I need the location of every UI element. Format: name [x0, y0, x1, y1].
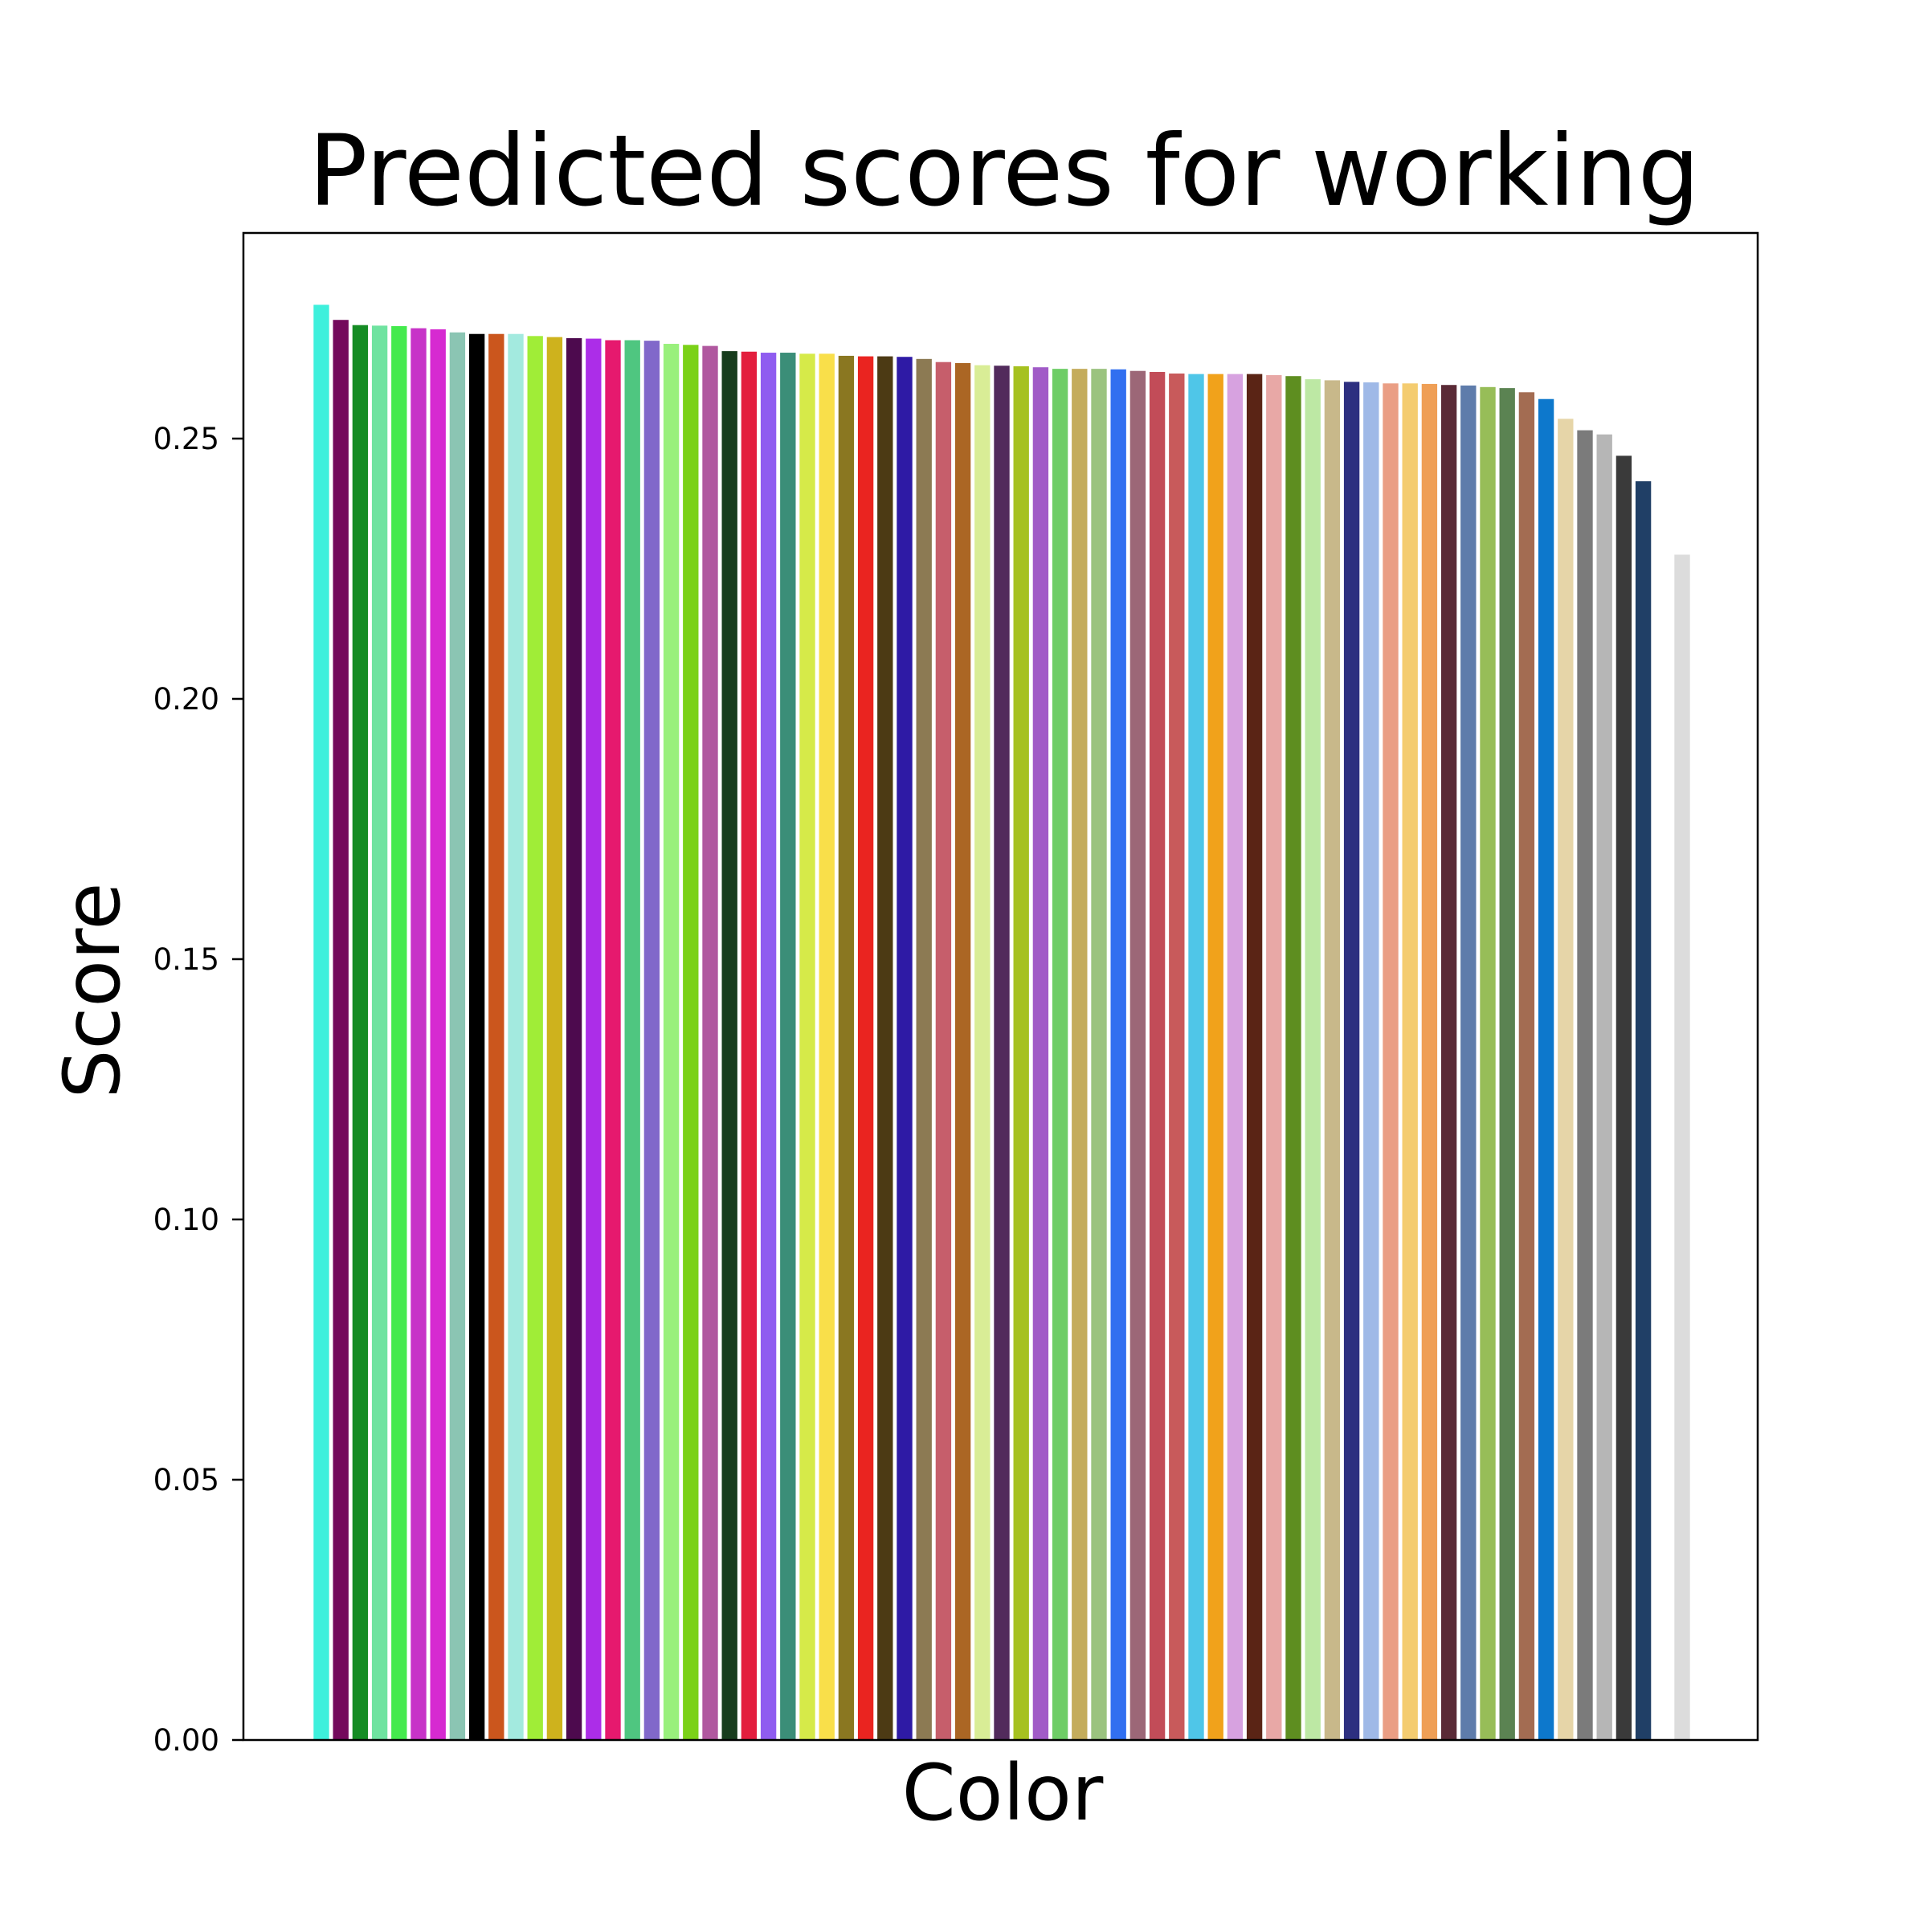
- y-tick-label: 0.00: [153, 1723, 219, 1758]
- bar: [643, 341, 660, 1740]
- bar: [1538, 398, 1554, 1741]
- bar: [1032, 367, 1049, 1741]
- bar: [935, 361, 952, 1741]
- bar: [411, 328, 427, 1741]
- bar: [1246, 374, 1263, 1740]
- bar: [1480, 386, 1496, 1740]
- bar: [1149, 372, 1166, 1740]
- bar: [1052, 369, 1068, 1740]
- bar: [877, 356, 893, 1741]
- bar: [586, 338, 602, 1740]
- bar: [897, 357, 913, 1741]
- bars-layer: [313, 304, 1690, 1741]
- bar: [799, 353, 815, 1741]
- y-tick-label: 0.15: [153, 942, 219, 977]
- plot-frame: [242, 231, 1759, 1742]
- bar: [1110, 369, 1126, 1740]
- bar: [1266, 374, 1282, 1740]
- bar: [1558, 419, 1574, 1740]
- bar: [954, 363, 971, 1740]
- bar: [1072, 369, 1088, 1740]
- bar: [1421, 383, 1438, 1740]
- bar: [1091, 369, 1107, 1740]
- bar: [1518, 392, 1535, 1740]
- bar: [333, 320, 349, 1741]
- bar: [702, 345, 718, 1740]
- bar: [741, 351, 758, 1740]
- bar: [1655, 484, 1671, 1740]
- bar: [1402, 383, 1418, 1740]
- bar: [760, 353, 777, 1740]
- bar: [1324, 380, 1341, 1740]
- bar: [449, 332, 466, 1740]
- bar: [1383, 383, 1399, 1740]
- bar: [508, 333, 524, 1741]
- bar: [838, 355, 855, 1741]
- bar: [1596, 434, 1612, 1740]
- bar: [468, 333, 485, 1741]
- bar: [1674, 554, 1690, 1740]
- bar: [391, 325, 407, 1740]
- bar: [663, 344, 680, 1740]
- chart-title: Predicted scores for working: [308, 114, 1700, 228]
- bar: [624, 340, 640, 1740]
- bar: [605, 340, 621, 1740]
- bar: [313, 304, 329, 1741]
- bar: [916, 358, 932, 1740]
- bar: [1305, 379, 1321, 1741]
- bar: [1635, 481, 1652, 1740]
- bar: [1207, 374, 1223, 1740]
- bar: [430, 329, 446, 1740]
- bar: [1285, 376, 1301, 1741]
- y-tick-label: 0.20: [153, 682, 219, 717]
- y-tick-label: 0.25: [153, 422, 219, 456]
- bar: [683, 345, 699, 1740]
- bar: [1363, 382, 1379, 1741]
- bar: [1343, 382, 1360, 1741]
- bar: [994, 366, 1010, 1740]
- bar: [1460, 385, 1477, 1740]
- bar: [371, 325, 388, 1741]
- bar: [1013, 366, 1029, 1740]
- bar: [527, 336, 543, 1740]
- bar: [780, 353, 796, 1740]
- bar: [566, 337, 582, 1740]
- bar: [857, 356, 874, 1741]
- bar: [721, 351, 737, 1741]
- y-tick-label: 0.10: [153, 1203, 219, 1237]
- bar: [1440, 385, 1457, 1741]
- y-axis-label: Score: [47, 883, 137, 1099]
- bar: [1616, 455, 1632, 1740]
- bar: [819, 353, 835, 1741]
- bar: [488, 333, 504, 1741]
- bar: [974, 365, 991, 1741]
- y-tick-label: 0.05: [153, 1463, 219, 1497]
- bar: [1188, 374, 1204, 1740]
- bar: [352, 325, 369, 1741]
- x-axis-label: Color: [902, 1748, 1104, 1838]
- bar: [1129, 370, 1146, 1741]
- bar: [1577, 430, 1593, 1740]
- bar: [546, 337, 563, 1741]
- bar: [1169, 373, 1185, 1741]
- bar: [1499, 388, 1515, 1740]
- y-axis-ticks: 0.00 0.05 0.10 0.15 0.20 0.25: [153, 422, 243, 1758]
- bar: [1227, 374, 1244, 1740]
